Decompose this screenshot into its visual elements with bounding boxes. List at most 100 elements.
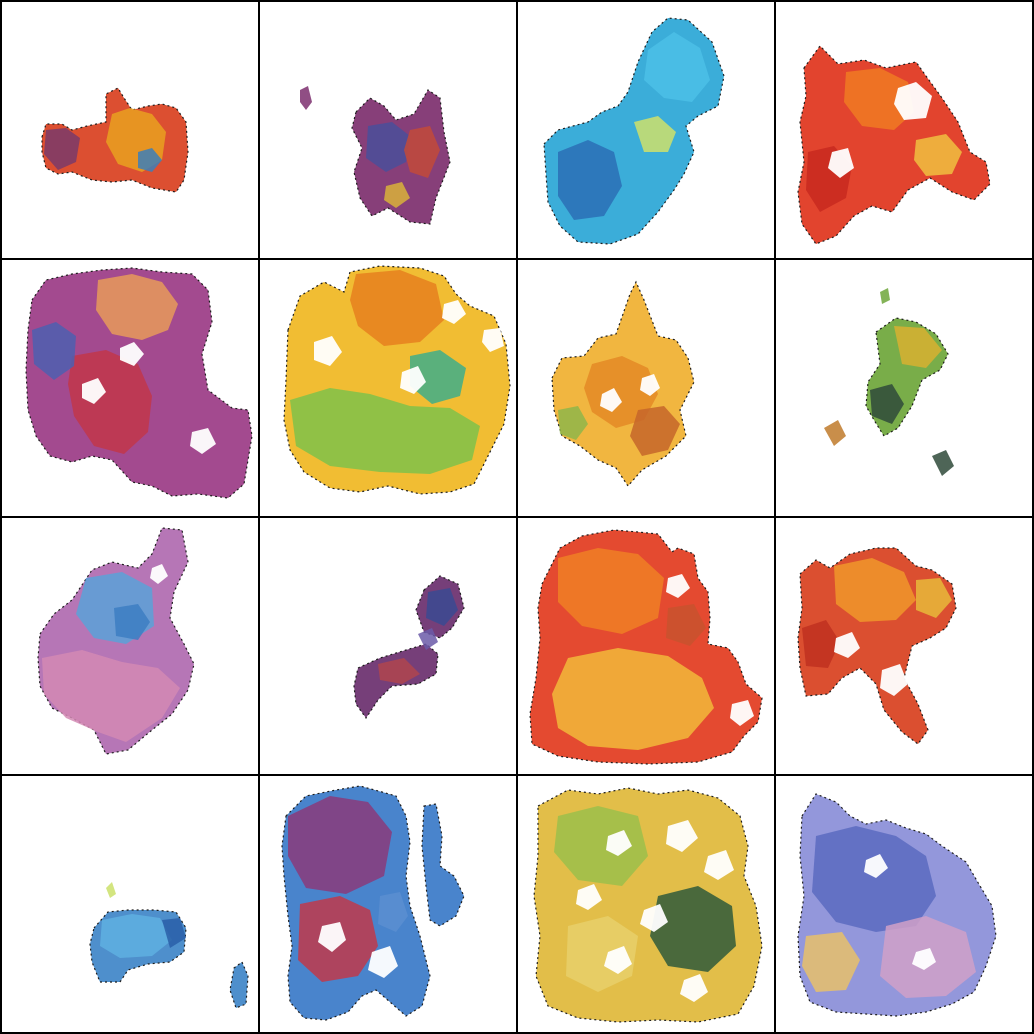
- white-gap: [82, 378, 106, 404]
- color-blob-accent: [404, 126, 440, 178]
- color-blob-accent: [378, 892, 408, 932]
- sample-image: [283, 265, 511, 495]
- white-gap: [318, 922, 346, 952]
- color-blob-accent: [802, 620, 840, 668]
- color-blob-accent: [916, 578, 952, 618]
- white-gap: [442, 300, 466, 324]
- color-blob-accent: [100, 914, 172, 958]
- color-blob-accent: [630, 406, 680, 456]
- color-blob-accent: [290, 388, 480, 474]
- white-gap: [368, 946, 398, 978]
- white-gap: [606, 830, 632, 856]
- color-blob-accent: [554, 806, 648, 886]
- color-blob-accent: [384, 182, 410, 208]
- color-blob-accent: [914, 134, 962, 176]
- sample-tile: [518, 518, 774, 774]
- sample-image: [300, 86, 451, 225]
- sample-tile: [518, 776, 774, 1032]
- color-blob-accent: [350, 270, 444, 346]
- color-blob-accent: [824, 420, 846, 446]
- color-blob-accent: [932, 450, 954, 476]
- color-blob-accent: [44, 128, 80, 170]
- sample-tile: [776, 518, 1032, 774]
- white-gap: [880, 664, 908, 696]
- sample-tile: [2, 518, 258, 774]
- sample-tile: [260, 2, 516, 258]
- sample-image: [353, 575, 465, 720]
- white-gap: [482, 328, 504, 352]
- sample-tile: [518, 260, 774, 516]
- color-blob-accent: [552, 648, 714, 750]
- color-blob-accent: [802, 932, 860, 992]
- sample-image: [37, 527, 195, 755]
- white-gap: [604, 946, 632, 974]
- sample-image: [797, 547, 957, 745]
- sample-image: [41, 87, 189, 193]
- sample-tile: [2, 2, 258, 258]
- sample-image: [25, 267, 253, 499]
- sample-tile: [260, 776, 516, 1032]
- color-blob-accent: [666, 604, 706, 646]
- white-gap: [912, 948, 936, 970]
- color-blob-accent: [844, 68, 914, 130]
- white-gap: [150, 564, 168, 584]
- color-blob-accent: [650, 886, 736, 972]
- sample-tile: [2, 260, 258, 516]
- color-blob-accent: [410, 350, 466, 404]
- color-blob-accent: [870, 384, 904, 424]
- color-blob-accent: [288, 796, 392, 894]
- color-blob-accent: [418, 628, 438, 650]
- white-gap: [400, 366, 426, 394]
- color-blob-accent: [32, 322, 76, 380]
- white-gap: [576, 884, 602, 910]
- sample-tile: [776, 260, 1032, 516]
- white-gap: [190, 428, 216, 454]
- sample-image: [281, 785, 465, 1021]
- white-gap: [704, 850, 734, 880]
- color-blob-accent: [566, 916, 638, 992]
- color-blob-accent: [106, 882, 116, 898]
- white-gap: [864, 854, 888, 878]
- sample-tile: [260, 518, 516, 774]
- sample-image: [797, 45, 991, 245]
- sample-tile: [776, 776, 1032, 1032]
- sample-image: [551, 280, 695, 487]
- sample-image: [89, 882, 249, 1009]
- color-blob-accent: [114, 604, 150, 640]
- color-blob: [421, 803, 465, 927]
- color-blob-accent: [558, 406, 588, 440]
- sample-tile: [260, 260, 516, 516]
- color-blob-accent: [96, 274, 178, 340]
- color-blob-accent: [42, 650, 180, 742]
- white-gap: [730, 700, 754, 726]
- color-blob-accent: [138, 148, 162, 172]
- color-blob-accent: [834, 558, 916, 622]
- sample-image: [797, 793, 997, 1017]
- sample-tile: [776, 2, 1032, 258]
- white-gap: [680, 974, 708, 1002]
- sample-tile: [2, 776, 258, 1032]
- color-blob-accent: [68, 350, 152, 454]
- color-blob-accent: [558, 548, 664, 634]
- sample-image: [824, 288, 954, 476]
- sample-image: [543, 17, 725, 245]
- white-gap: [666, 820, 698, 852]
- sample-image: [533, 787, 763, 1023]
- color-blob: [229, 961, 249, 1009]
- sample-tile: [518, 2, 774, 258]
- color-blob-accent: [812, 826, 936, 932]
- color-blob-accent: [378, 658, 420, 684]
- white-gap: [640, 904, 668, 932]
- white-gap: [640, 374, 660, 396]
- color-blob-accent: [634, 116, 676, 152]
- white-gap: [600, 388, 622, 412]
- white-gap: [828, 148, 854, 178]
- color-blob-accent: [558, 140, 622, 220]
- white-gap: [120, 342, 144, 366]
- color-blob-accent: [894, 326, 942, 368]
- white-gap: [314, 336, 342, 366]
- white-gap: [894, 82, 932, 120]
- color-blob-accent: [162, 918, 186, 948]
- color-blob-accent: [880, 288, 890, 304]
